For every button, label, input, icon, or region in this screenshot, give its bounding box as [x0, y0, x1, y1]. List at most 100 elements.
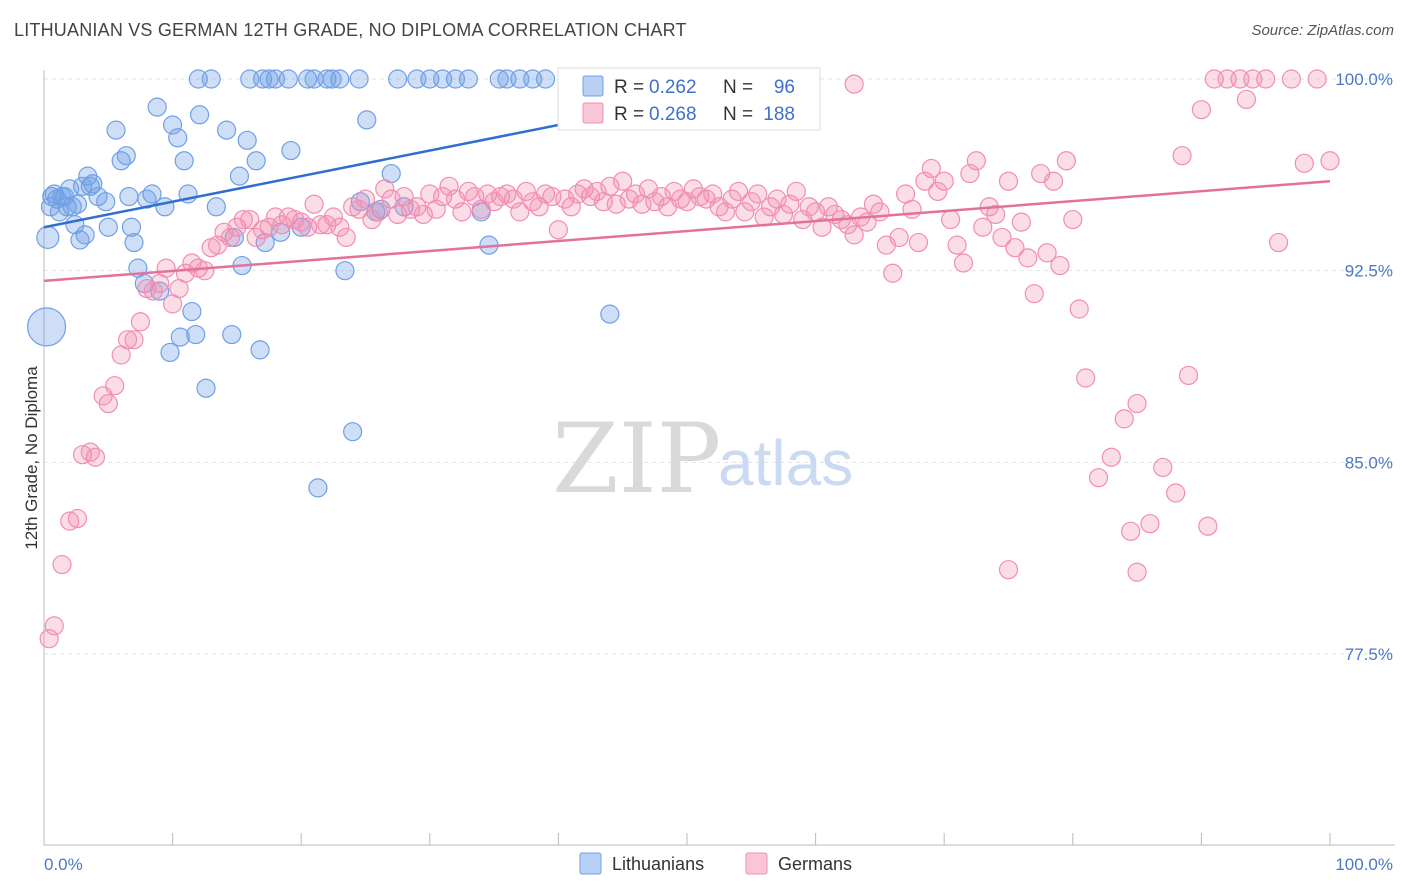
germans-point — [156, 258, 176, 278]
legend-r-label: R = — [614, 104, 644, 125]
germans-point — [1256, 69, 1276, 89]
germans-point — [986, 204, 1006, 225]
germans-point — [214, 222, 234, 242]
germans-point — [966, 151, 986, 171]
germans-point — [1121, 521, 1141, 541]
germans-point — [741, 192, 761, 212]
axes — [43, 70, 1395, 846]
lithuanians-point — [335, 261, 355, 281]
x-tick-marks — [43, 833, 1331, 845]
legend-n-value: 96 — [774, 77, 795, 98]
germans-point — [233, 209, 253, 230]
germans-point — [683, 179, 704, 199]
lithuanians-point — [304, 69, 324, 89]
lithuanians-point — [174, 151, 194, 171]
watermark: ZIP atlas — [552, 403, 853, 515]
y-tick-label: 85.0% — [1345, 453, 1393, 472]
germans-point — [548, 220, 569, 240]
germans-point — [786, 181, 806, 202]
germans-point — [818, 197, 839, 217]
watermark-atlas: atlas — [718, 427, 853, 499]
germans-point — [902, 199, 922, 219]
germans-point — [67, 508, 88, 529]
y-tick-label: 77.5% — [1345, 645, 1393, 664]
bottom-legend-label-germans: Germans — [778, 854, 852, 874]
germans-point — [600, 176, 620, 196]
lithuanians-point — [137, 189, 157, 209]
lithuanians-point — [229, 166, 250, 186]
lithuanians-point — [170, 327, 190, 347]
germans-point — [388, 204, 408, 225]
lithuanians-point — [298, 69, 318, 89]
lithuanians-point — [259, 69, 279, 89]
lithuanians-point — [142, 184, 162, 204]
lithuanians-point — [75, 225, 95, 245]
germans-point — [497, 184, 517, 204]
germans-point — [844, 74, 864, 94]
germans-point — [1166, 483, 1186, 503]
germans-point — [458, 181, 478, 202]
germans-point — [1294, 153, 1314, 173]
germans-point — [1127, 393, 1147, 414]
germans-point — [998, 171, 1019, 191]
lithuanians-point — [147, 97, 167, 117]
germans-point — [580, 186, 601, 207]
germans-point — [375, 179, 395, 199]
germans-point — [1011, 212, 1031, 232]
germans-point — [1114, 409, 1134, 429]
germans-point — [651, 186, 671, 207]
lithuanians-point — [182, 301, 202, 322]
lithuanians-point — [80, 176, 100, 196]
lithuanians-point — [388, 69, 408, 89]
germans-point — [220, 227, 241, 248]
germans-point — [812, 217, 832, 237]
lithuanians-point — [36, 225, 60, 250]
lithuanians-point — [250, 340, 270, 360]
germans-point — [1172, 146, 1192, 166]
germans-point — [928, 181, 948, 202]
germans-point — [355, 189, 376, 209]
germans-point — [1076, 368, 1096, 388]
germans-point — [883, 263, 903, 283]
germans-point — [587, 181, 607, 202]
lithuanians-point — [106, 120, 126, 140]
lithuanians-point — [222, 324, 242, 345]
germans-point — [349, 199, 369, 219]
germans-point — [272, 215, 292, 235]
germans-point — [1024, 284, 1044, 304]
germans-point — [998, 560, 1019, 580]
lithuanians-point — [291, 217, 311, 237]
germans-point — [407, 197, 427, 217]
bottom-legend-swatch-germans — [745, 852, 768, 875]
lithuanians-point — [600, 304, 620, 324]
germans-point — [44, 616, 64, 636]
lithuanians-point — [201, 69, 221, 89]
lithuanians-point — [523, 69, 543, 89]
bottom-legend-swatch-lithuanians — [579, 852, 602, 875]
lithuanians-point — [206, 197, 226, 217]
lithuanians-point — [308, 478, 328, 498]
germans-point — [39, 629, 59, 649]
lithuanians-point — [160, 342, 180, 363]
germans-point — [304, 194, 324, 214]
lithuanians-point — [237, 130, 257, 150]
germans-point — [1178, 365, 1199, 386]
germans-point — [98, 393, 118, 414]
germans-point — [368, 202, 388, 222]
germans-point — [1320, 151, 1340, 171]
germans-point — [240, 209, 260, 230]
legend-n-label: N = — [723, 77, 753, 98]
lithuanians-point — [343, 422, 363, 442]
germans-point — [105, 376, 125, 396]
germans-point — [889, 227, 909, 248]
germans-point — [748, 184, 768, 204]
y-tick-labels: 77.5% 85.0% 92.5% 100.0% — [1335, 70, 1393, 664]
germans-point — [291, 212, 311, 232]
germans-point — [863, 194, 884, 214]
y-tick-label: 100.0% — [1335, 70, 1393, 89]
lithuanians-trend-line — [43, 123, 559, 229]
germans-point — [60, 511, 80, 531]
lithuanians-point — [124, 232, 144, 253]
germans-point — [728, 181, 749, 202]
lithuanians-point — [163, 115, 183, 135]
